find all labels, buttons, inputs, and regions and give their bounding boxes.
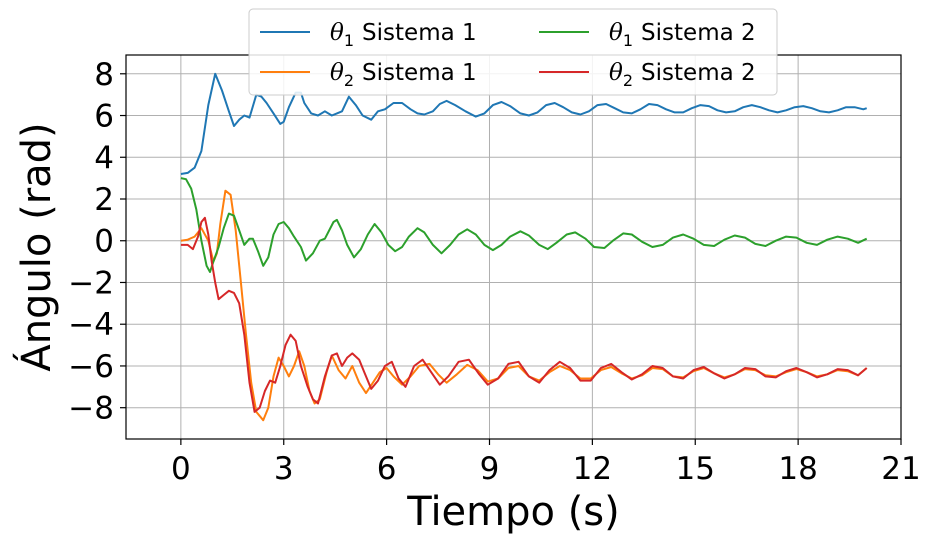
y-tick-label: 6 — [94, 99, 114, 135]
legend-entry-label: θ2 Sistema 1 — [330, 60, 477, 90]
series-line-0 — [180, 72, 868, 175]
series-line-2 — [180, 177, 868, 273]
x-tick-label: 0 — [171, 451, 191, 487]
y-axis-label: Ángulo (rad) — [12, 122, 60, 371]
x-tick-label: 12 — [573, 451, 612, 487]
legend-text: Sistema 2 — [641, 20, 756, 46]
y-tick-label: 8 — [94, 57, 114, 93]
legend-subscript: 1 — [344, 31, 354, 50]
legend-text: Sistema 1 — [362, 60, 477, 86]
y-tick-label: −6 — [68, 349, 114, 385]
legend-subscript: 2 — [344, 71, 354, 90]
y-tick-label: −2 — [68, 265, 114, 301]
legend-subscript: 1 — [623, 31, 633, 50]
legend-symbol: θ — [330, 60, 344, 86]
grid-lines — [126, 55, 902, 439]
legend-symbol: θ — [609, 20, 623, 46]
series-line-3 — [180, 216, 868, 413]
plot-frame — [125, 54, 902, 440]
x-tick-label: 6 — [377, 451, 397, 487]
x-tick-label: 9 — [480, 451, 500, 487]
legend-text: Sistema 1 — [362, 20, 477, 46]
x-axis-label: Tiempo (s) — [406, 489, 620, 535]
legend-subscript: 2 — [623, 71, 633, 90]
y-tick-label: −8 — [68, 391, 114, 427]
legend-text: Sistema 2 — [641, 60, 756, 86]
legend-entry-label: θ1 Sistema 2 — [609, 20, 756, 50]
x-tick-label: 15 — [676, 451, 715, 487]
x-tick-label: 21 — [881, 451, 920, 487]
axis-ticks: 0 3 6 9 12 15 18 21 −8 −6 −4 −2 0 2 4 6 8 — [68, 57, 920, 487]
legend: θ1 Sistema 1θ2 Sistema 1θ1 Sistema 2θ2 Siste… — [248, 8, 778, 96]
legend-symbol: θ — [609, 60, 623, 86]
y-tick-label: 2 — [94, 182, 114, 218]
legend-entry-label: θ1 Sistema 1 — [330, 20, 477, 50]
y-tick-label: −4 — [68, 307, 114, 343]
legend-entry-label: θ2 Sistema 2 — [609, 60, 756, 90]
legend-box — [248, 8, 778, 96]
x-tick-label: 3 — [274, 451, 294, 487]
y-tick-label: 0 — [94, 224, 114, 260]
x-tick-label: 18 — [778, 451, 817, 487]
series-lines — [180, 72, 868, 422]
y-tick-label: 4 — [94, 140, 114, 176]
legend-symbol: θ — [330, 20, 344, 46]
